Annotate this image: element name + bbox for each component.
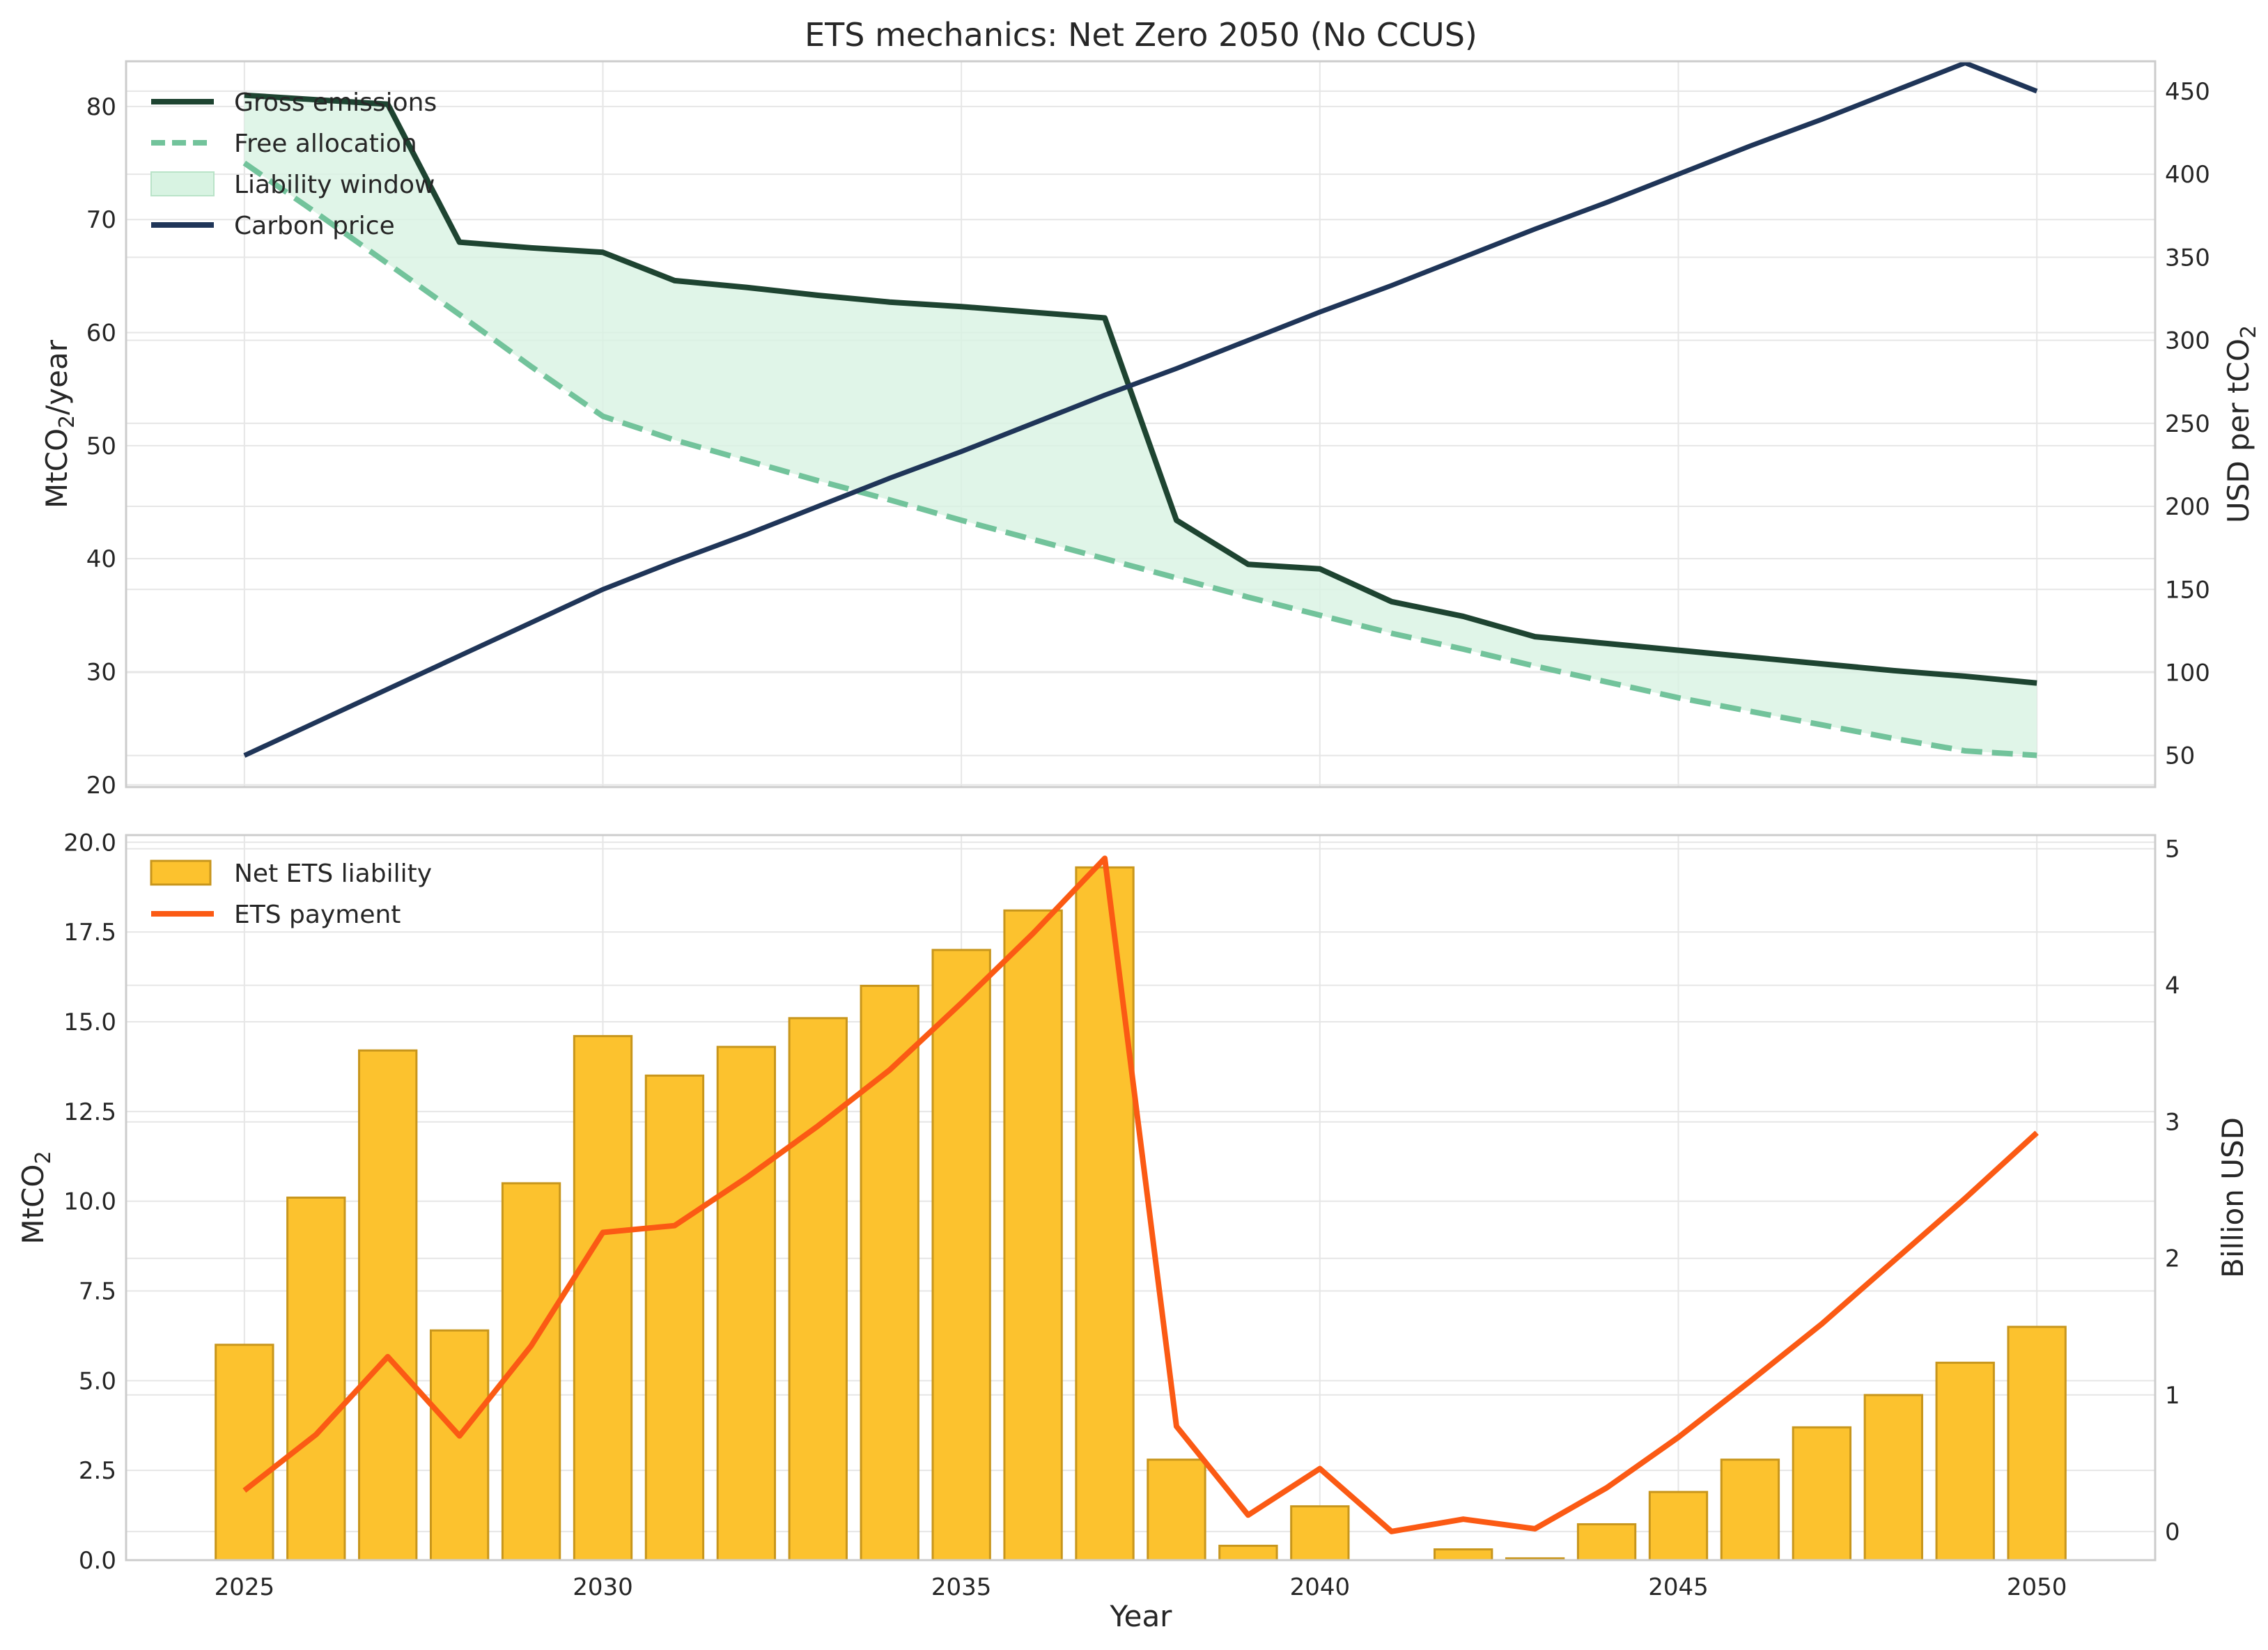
liability-bar <box>1720 1458 1780 1562</box>
bottom-ytick-label: 15.0 <box>63 1009 116 1036</box>
bottom-y2tick-label: 2 <box>2165 1245 2180 1273</box>
xtick-label: 2030 <box>573 1573 633 1601</box>
bottom-ytick-label: 5.0 <box>79 1367 116 1395</box>
ets-payment-line <box>242 855 2039 1534</box>
liability-bar <box>215 1344 274 1562</box>
bottom-y-axis-label-sub: 2 <box>31 1151 56 1164</box>
bottom-ytick-label: 10.0 <box>63 1188 116 1216</box>
liability-bar <box>286 1197 346 1562</box>
liability-bar <box>931 949 991 1562</box>
bottom-ytick-label: 0.0 <box>79 1547 116 1575</box>
liability-bar <box>429 1329 490 1562</box>
legend-swatch-2 <box>150 171 215 196</box>
bottom-y2tick-label: 3 <box>2165 1109 2180 1137</box>
bottom-ytick-label: 20.0 <box>63 829 116 857</box>
bottom-y2tick-label: 1 <box>2165 1382 2180 1410</box>
x-axis-label: Year <box>1110 1599 1173 1633</box>
top-y-axis-label-tail: /year <box>40 339 74 415</box>
liability-bar <box>1075 866 1135 1562</box>
top-ytick-label: 50 <box>86 433 116 460</box>
liability-bar <box>788 1017 848 1562</box>
top-y2tick-label: 350 <box>2165 244 2210 272</box>
legend-label-payment: ETS payment <box>234 901 401 929</box>
top-ytick-label: 40 <box>86 545 116 573</box>
liability-bar <box>1863 1394 1923 1562</box>
liability-bar <box>1792 1426 1852 1562</box>
top-ytick-label: 60 <box>86 320 116 348</box>
legend-swatch-bar <box>150 859 212 886</box>
free-allocation-line <box>242 160 2037 758</box>
top-y2-axis-label-main: USD per tCO <box>2221 338 2255 523</box>
liability-bar <box>1648 1491 1709 1562</box>
top-y2tick-label: 450 <box>2165 78 2210 106</box>
liability-bar <box>644 1074 705 1562</box>
carbon-price-line <box>243 60 2038 758</box>
legend-label-2: Liability window <box>234 171 435 199</box>
top-y-axis-label-sub: 2 <box>55 415 79 428</box>
bottom-frame <box>125 834 2157 1562</box>
bottom-y2tick-label: 4 <box>2165 972 2180 1000</box>
liability-bar <box>1576 1523 1637 1562</box>
liability-bar <box>358 1049 418 1562</box>
bottom-y-axis-label: MtCO2 <box>16 1151 56 1244</box>
top-y2-axis-label: USD per tCO2 <box>2221 325 2261 523</box>
top-ytick-label: 70 <box>86 206 116 234</box>
top-y2tick-label: 200 <box>2165 493 2210 521</box>
xtick-label: 2040 <box>1290 1573 1351 1601</box>
liability-bar <box>573 1035 633 1562</box>
liability-bar <box>1147 1458 1206 1562</box>
bottom-panel: 0.0 2.5 5.0 7.5 10.0 12.5 15.0 17.5 20.0 0 1 2 3 4 5 20… <box>16 829 2250 1601</box>
top-y2-axis-label-sub: 2 <box>2237 325 2261 338</box>
legend-label-0: Gross emissions <box>234 88 437 117</box>
bottom-y2tick-label: 5 <box>2165 836 2180 864</box>
top-y2tick-label: 250 <box>2165 410 2210 438</box>
bottom-y2tick-label: 0 <box>2165 1518 2180 1546</box>
liability-bar <box>1218 1544 1278 1562</box>
top-y2tick-label: 100 <box>2165 659 2210 687</box>
top-y2tick-label: 150 <box>2165 576 2210 604</box>
liability-bar <box>2007 1325 2067 1562</box>
bottom-y-axis-label-main: MtCO <box>16 1165 50 1245</box>
liability-bar <box>1003 909 1063 1562</box>
xtick-label: 2025 <box>215 1573 275 1601</box>
bottom-ytick-label: 7.5 <box>79 1277 116 1305</box>
legend-label-1: Free allocation <box>234 130 417 158</box>
liability-bar <box>501 1182 561 1562</box>
xtick-label: 2045 <box>1648 1573 1709 1601</box>
legend-label-bar: Net ETS liability <box>234 859 432 888</box>
chart-title: ETS mechanics: Net Zero 2050 (No CCUS) <box>805 16 1477 54</box>
gross-emissions-line <box>244 92 2037 686</box>
bottom-ytick-label: 17.5 <box>63 919 116 947</box>
top-y-axis-label-main: MtCO <box>40 428 74 508</box>
liability-bar <box>716 1045 777 1562</box>
top-y-axis-label: MtCO2/year <box>40 339 79 508</box>
top-y2tick-label: 300 <box>2165 327 2210 355</box>
legend-label-3: Carbon price <box>234 212 395 240</box>
xtick-label: 2050 <box>2007 1573 2067 1601</box>
liability-bar <box>1434 1548 1493 1562</box>
top-y2tick-label: 50 <box>2165 742 2195 770</box>
top-panel: 20 30 40 50 60 70 80 50 100 150 200 250 300 350 400 450… <box>40 60 2261 800</box>
bottom-ytick-label: 2.5 <box>79 1457 116 1485</box>
top-y2tick-label: 400 <box>2165 161 2210 189</box>
top-ytick-label: 30 <box>86 658 116 686</box>
top-ytick-label: 20 <box>86 772 116 800</box>
xtick-label: 2035 <box>931 1573 992 1601</box>
top-ytick-label: 80 <box>86 93 116 121</box>
bottom-ytick-label: 12.5 <box>63 1098 116 1126</box>
liability-bar <box>1290 1505 1350 1562</box>
top-frame <box>125 60 2157 788</box>
bottom-y2-axis-label: Billion USD <box>2216 1117 2250 1278</box>
liability-bar <box>1935 1362 1995 1562</box>
